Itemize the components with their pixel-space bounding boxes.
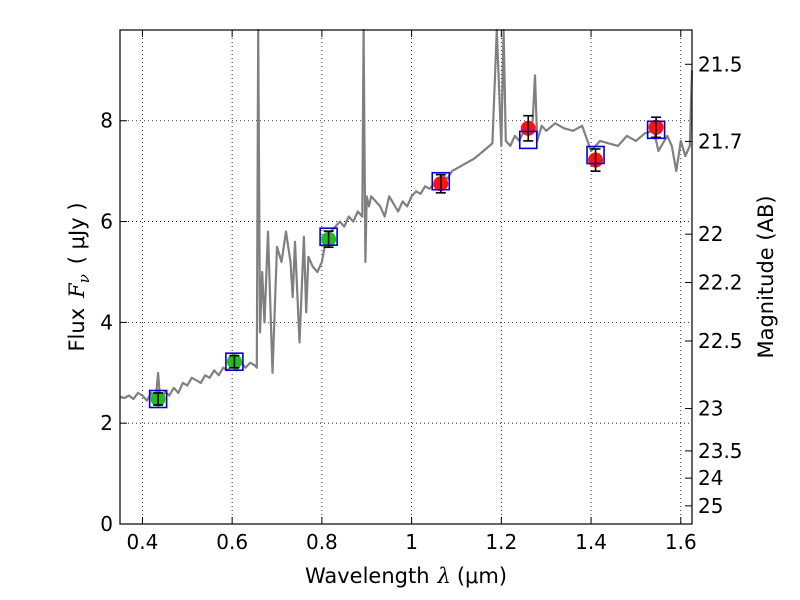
model-square [319, 227, 338, 246]
y-tick-label: 0 [100, 512, 113, 536]
mag-tick-label: 25 [698, 494, 723, 518]
mag-tick-label: 23 [698, 397, 723, 421]
model-square [225, 352, 244, 371]
x-tick-label: 0.4 [127, 530, 159, 554]
x-tick-label: 1.6 [665, 530, 697, 554]
x-axis-label: Wavelength λ (μm) [305, 564, 507, 588]
y-tick-label: 2 [100, 411, 113, 435]
model-square [148, 389, 168, 409]
grid-layer [120, 30, 692, 525]
mag-tick-label: 22.5 [698, 329, 743, 353]
plot-frame [119, 29, 693, 525]
mag-tick-label: 22.2 [698, 271, 743, 295]
model-square [518, 130, 538, 150]
mag-tick-label: 23.5 [698, 439, 743, 463]
x-tick-label: 1.4 [575, 530, 607, 554]
y-axis-label: FluxFν( μJy ) [65, 202, 93, 351]
mag-tick-label: 24 [698, 466, 723, 490]
points-layer [148, 114, 666, 409]
model-square [431, 171, 451, 191]
y2-axis-label: Magnitude (AB) [754, 195, 778, 358]
y-tick-label: 6 [100, 210, 113, 234]
spectrum-line [119, 28, 694, 405]
spectrum-layer [119, 28, 694, 405]
model-square [586, 145, 605, 165]
model-square [646, 120, 666, 140]
ticks-layer: 0.4 0.6 0.8 1 1.2 1.4 1.60246821.521.72222.222… [100, 30, 743, 554]
x-tick-label: 1.2 [485, 530, 517, 554]
x-tick-label: 0.8 [306, 530, 338, 554]
mag-tick-label: 21.5 [698, 52, 743, 76]
mag-tick-label: 22 [698, 222, 723, 246]
mag-tick-label: 21.7 [698, 129, 743, 153]
y-tick-label: 8 [100, 109, 113, 133]
x-tick-label: 1 [405, 530, 418, 554]
y-tick-label: 4 [100, 310, 113, 334]
x-tick-label: 0.6 [216, 530, 248, 554]
